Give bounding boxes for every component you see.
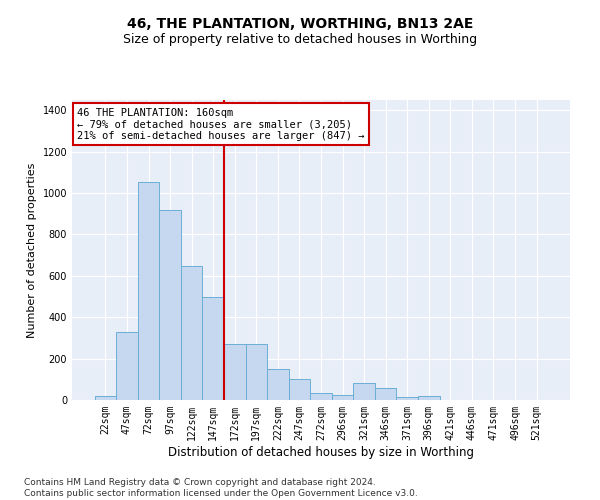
Bar [397, 397, 418, 400]
Bar [332, 395, 353, 400]
Bar [116, 332, 138, 400]
Bar [267, 369, 289, 400]
Text: Contains HM Land Registry data © Crown copyright and database right 2024.
Contai: Contains HM Land Registry data © Crown c… [24, 478, 418, 498]
Bar [202, 296, 224, 400]
Bar [289, 380, 310, 400]
Bar [138, 182, 160, 400]
Bar [418, 396, 440, 400]
Bar [181, 266, 202, 400]
Bar [353, 384, 375, 400]
Bar [310, 393, 332, 400]
X-axis label: Distribution of detached houses by size in Worthing: Distribution of detached houses by size … [168, 446, 474, 458]
Bar [224, 344, 245, 400]
Bar [245, 344, 267, 400]
Text: 46, THE PLANTATION, WORTHING, BN13 2AE: 46, THE PLANTATION, WORTHING, BN13 2AE [127, 18, 473, 32]
Text: 46 THE PLANTATION: 160sqm
← 79% of detached houses are smaller (3,205)
21% of se: 46 THE PLANTATION: 160sqm ← 79% of detac… [77, 108, 364, 140]
Text: Size of property relative to detached houses in Worthing: Size of property relative to detached ho… [123, 32, 477, 46]
Y-axis label: Number of detached properties: Number of detached properties [27, 162, 37, 338]
Bar [160, 210, 181, 400]
Bar [375, 388, 397, 400]
Bar [95, 396, 116, 400]
